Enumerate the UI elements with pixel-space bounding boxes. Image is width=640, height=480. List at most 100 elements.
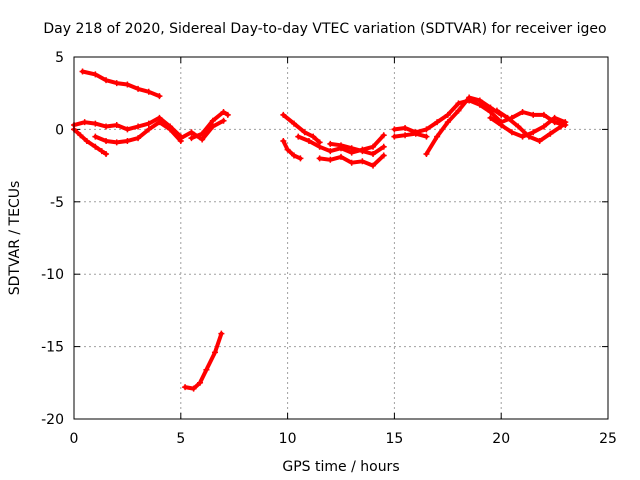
- data-point: [113, 80, 120, 87]
- data-point: [79, 68, 86, 75]
- data-point: [103, 137, 110, 144]
- data-point: [391, 133, 398, 140]
- data-point: [156, 119, 163, 126]
- data-point: [515, 123, 522, 130]
- data-point: [530, 111, 537, 118]
- data-point: [455, 100, 462, 107]
- data-point: [370, 151, 377, 158]
- data-point: [92, 71, 99, 78]
- series-track-14: [392, 131, 429, 139]
- data-point: [444, 111, 451, 118]
- tick-layer: 0 5 10 15 20 25 5 0 -5 -10 -15 -20: [41, 50, 617, 447]
- data-point: [380, 152, 387, 159]
- data-point: [380, 132, 387, 139]
- x-axis-label: GPS time / hours: [282, 459, 399, 475]
- data-point: [220, 109, 227, 116]
- x-tick-label: 20: [492, 431, 510, 447]
- data-point: [145, 88, 152, 95]
- data-point: [103, 123, 110, 130]
- x-tick-label: 10: [279, 431, 297, 447]
- data-point: [348, 159, 355, 166]
- data-point: [197, 379, 204, 386]
- data-point: [493, 107, 500, 114]
- data-point: [327, 140, 334, 147]
- data-point: [540, 111, 547, 118]
- data-point: [182, 384, 189, 391]
- chart-title: Day 218 of 2020, Sidereal Day-to-day VTE…: [43, 21, 606, 37]
- x-tick-label: 15: [385, 431, 403, 447]
- data-point: [113, 139, 120, 146]
- data-point: [525, 133, 532, 140]
- data-point: [284, 146, 291, 153]
- data-point: [487, 104, 494, 111]
- data-point: [498, 122, 505, 129]
- data-point: [145, 126, 152, 133]
- data-point: [92, 143, 99, 150]
- data-point: [218, 330, 225, 337]
- data-point: [310, 133, 317, 140]
- data-point: [519, 133, 526, 140]
- data-point: [291, 120, 298, 127]
- data-point: [301, 129, 308, 136]
- data-point: [103, 151, 110, 158]
- data-point: [124, 126, 131, 133]
- data-point: [327, 148, 334, 155]
- data-point: [359, 148, 366, 155]
- data-point: [508, 129, 515, 136]
- data-point: [338, 153, 344, 160]
- data-point: [113, 122, 120, 129]
- data-point: [103, 77, 110, 84]
- data-point: [124, 137, 131, 144]
- data-point: [519, 109, 526, 116]
- data-point: [338, 142, 344, 149]
- data-point: [83, 137, 90, 144]
- data-point: [211, 349, 218, 356]
- data-point: [167, 126, 174, 133]
- grid-layer: [74, 57, 608, 419]
- y-tick-label: 0: [55, 122, 64, 138]
- data-point: [135, 123, 142, 130]
- data-point: [209, 123, 216, 130]
- data-point: [402, 124, 409, 131]
- data-point: [188, 129, 195, 136]
- data-point: [81, 119, 88, 126]
- data-point: [295, 133, 302, 140]
- data-point: [434, 133, 441, 140]
- data-point: [280, 137, 287, 144]
- y-tick-label: -20: [41, 412, 64, 428]
- data-point: [188, 135, 195, 142]
- data-point: [199, 130, 206, 137]
- data-point: [444, 119, 451, 126]
- data-point: [135, 135, 142, 142]
- data-point: [297, 155, 304, 162]
- data-point: [380, 143, 387, 150]
- data-point: [305, 137, 312, 144]
- data-point: [487, 114, 494, 121]
- data-point: [412, 130, 419, 137]
- y-tick-label: 5: [55, 50, 64, 66]
- data-point: [530, 129, 537, 136]
- data-point: [135, 85, 142, 92]
- data-point: [434, 119, 441, 126]
- data-point: [280, 111, 287, 118]
- data-point: [316, 155, 323, 162]
- data-point: [551, 114, 558, 121]
- series-layer: [71, 68, 569, 392]
- data-point: [547, 130, 554, 137]
- data-point: [476, 97, 483, 104]
- series-track-15: [424, 95, 504, 156]
- data-point: [156, 93, 163, 100]
- data-point: [504, 114, 511, 121]
- data-point: [145, 120, 152, 127]
- data-point: [359, 158, 366, 165]
- data-point: [423, 151, 430, 158]
- y-tick-label: -15: [41, 340, 64, 356]
- data-point: [327, 156, 334, 163]
- data-point: [562, 119, 569, 126]
- data-point: [220, 117, 227, 124]
- data-point: [203, 366, 210, 373]
- data-point: [209, 117, 216, 124]
- data-point: [316, 143, 323, 150]
- data-point: [402, 132, 409, 139]
